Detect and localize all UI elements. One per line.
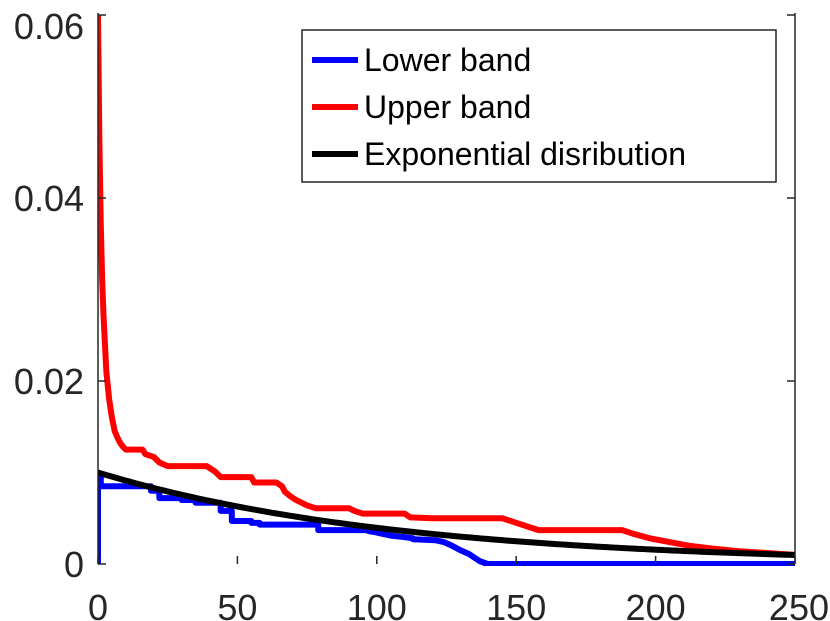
x-tick-label: 50 [217, 587, 257, 621]
series-line-upper-band [98, 14, 795, 558]
y-tick-label: 0.02 [14, 361, 84, 402]
legend-box [301, 29, 777, 183]
y-tick-label: 0 [64, 544, 84, 585]
legend-label-upper-band: Upper band [364, 89, 531, 125]
axes-frame [97, 13, 796, 564]
series-line-lower-band [98, 474, 795, 566]
x-tick-label: 0 [88, 587, 108, 621]
x-tick-label: 250 [769, 587, 829, 621]
legend-label-exponential-disribution: Exponential disribution [364, 136, 686, 172]
legend-label-lower-band: Lower band [364, 42, 531, 78]
legend: Lower band Upper band Exponential disribut… [301, 29, 777, 183]
x-tick-label: 150 [486, 587, 546, 621]
x-tick-label: 200 [626, 587, 686, 621]
y-tick-label: 0.04 [14, 178, 84, 219]
x-axis-ticks: 0 50 100 150 200 250 [88, 556, 829, 621]
y-axis-ticks: 0 0.02 0.04 0.06 [14, 6, 795, 585]
plot-data [98, 14, 795, 566]
y-tick-label: 0.06 [14, 6, 84, 47]
series-line-exponential-disribution [98, 469, 795, 559]
x-tick-label: 100 [347, 587, 407, 621]
